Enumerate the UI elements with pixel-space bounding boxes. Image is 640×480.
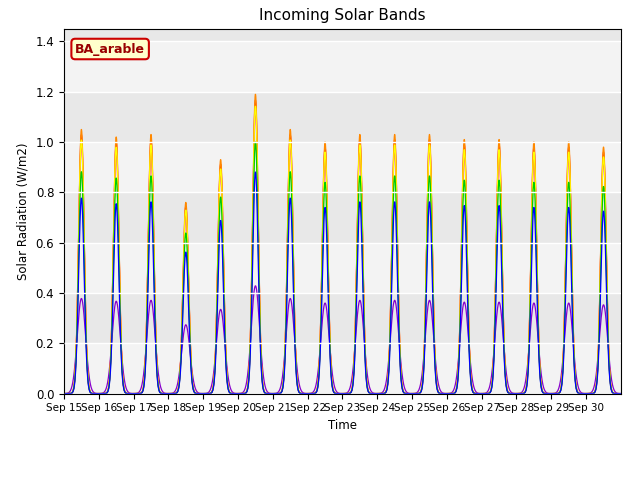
Bar xyxy=(64,343,621,394)
Bar xyxy=(64,243,621,293)
Bar xyxy=(64,142,621,192)
X-axis label: Time: Time xyxy=(328,419,357,432)
Text: BA_arable: BA_arable xyxy=(75,43,145,56)
Y-axis label: Solar Radiation (W/m2): Solar Radiation (W/m2) xyxy=(17,143,30,280)
Bar xyxy=(64,41,621,92)
Title: Incoming Solar Bands: Incoming Solar Bands xyxy=(259,9,426,24)
